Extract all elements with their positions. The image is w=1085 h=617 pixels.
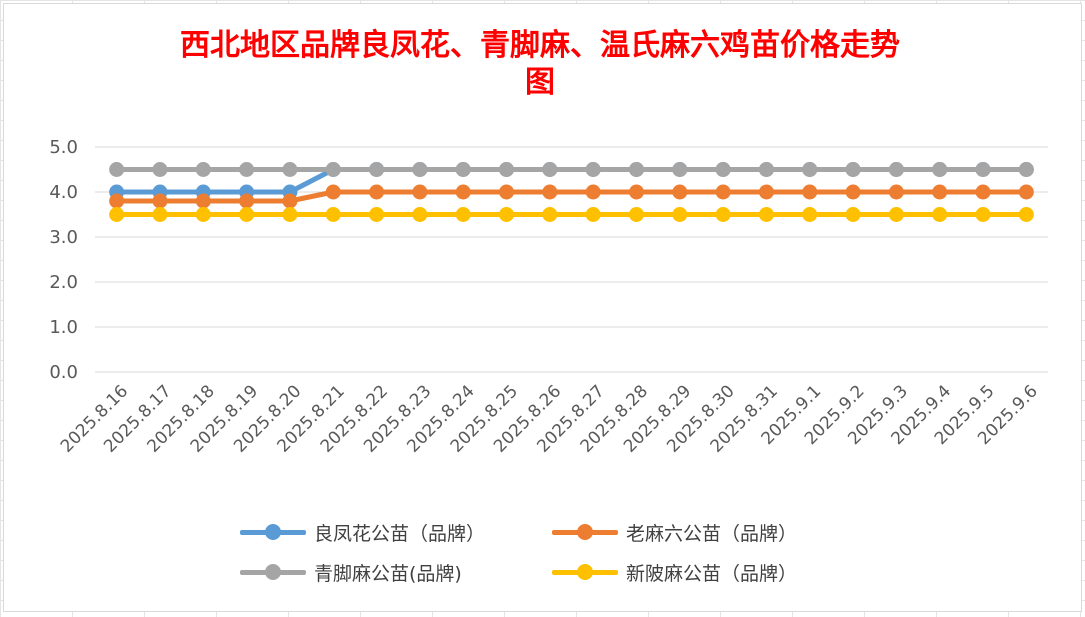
chart-area[interactable] — [3, 3, 1082, 612]
data-point — [845, 207, 861, 222]
data-point — [412, 207, 428, 222]
data-point — [628, 184, 644, 200]
series-line — [109, 162, 1034, 177]
series-line — [109, 207, 1034, 222]
data-point — [195, 193, 211, 209]
data-point — [802, 162, 818, 177]
data-point — [672, 162, 688, 177]
series-path — [114, 189, 1029, 204]
data-point — [542, 162, 558, 177]
gridlines — [95, 146, 1048, 373]
legend-label: 老麻六公苗（品牌） — [626, 522, 798, 545]
data-point — [845, 162, 861, 177]
data-point — [672, 207, 688, 222]
data-point — [932, 184, 948, 200]
data-point — [499, 207, 515, 222]
legend-item[interactable]: 老麻六公苗（品牌） — [552, 512, 797, 552]
data-point — [758, 162, 774, 177]
data-point — [499, 162, 515, 177]
y-tick-label: 1.0 — [49, 317, 78, 338]
data-point — [888, 207, 904, 222]
legend-swatch — [240, 562, 306, 582]
legend-swatch — [552, 562, 618, 582]
data-point — [282, 207, 298, 222]
data-point — [888, 184, 904, 200]
legend-item[interactable]: 新陂麻公苗（品牌） — [552, 552, 797, 592]
data-point — [1018, 207, 1034, 222]
y-tick-label: 2.0 — [49, 272, 78, 293]
data-point — [325, 207, 341, 222]
y-tick-label: 5.0 — [49, 137, 78, 158]
data-point — [585, 207, 601, 222]
data-point — [282, 193, 298, 209]
chart-title-line-2: 图 — [525, 65, 555, 100]
legend-swatch — [240, 522, 306, 542]
data-point — [802, 207, 818, 222]
data-point — [975, 207, 991, 222]
legend-label: 青脚麻公苗(品牌) — [314, 562, 462, 585]
data-point — [585, 184, 601, 200]
data-point — [455, 207, 471, 222]
data-point — [369, 207, 385, 222]
y-tick-label: 0.0 — [49, 362, 78, 383]
y-tick-label: 4.0 — [49, 182, 78, 203]
data-point — [975, 162, 991, 177]
data-point — [282, 162, 298, 177]
data-point — [758, 207, 774, 222]
data-point — [412, 184, 428, 200]
data-point — [542, 207, 558, 222]
data-point — [628, 207, 644, 222]
data-point — [585, 162, 601, 177]
data-point — [542, 184, 558, 200]
data-point — [369, 162, 385, 177]
data-point — [888, 162, 904, 177]
data-point — [325, 162, 341, 177]
data-point — [932, 162, 948, 177]
data-point — [715, 162, 731, 177]
legend-label: 良凤花公苗（品牌） — [314, 522, 486, 545]
data-point — [715, 207, 731, 222]
data-point — [412, 162, 428, 177]
x-axis-ticks: 2025.8.162025.8.172025.8.182025.8.192025… — [57, 381, 1042, 456]
series-group — [109, 162, 1034, 222]
data-point — [758, 184, 774, 200]
data-point — [455, 184, 471, 200]
data-point — [195, 207, 211, 222]
data-point — [239, 207, 255, 222]
data-point — [369, 184, 385, 200]
y-tick-label: 3.0 — [49, 227, 78, 248]
data-point — [499, 184, 515, 200]
chart-title: 西北地区品牌良凤花、青脚麻、温氏麻六鸡苗价格走势 图 — [120, 27, 960, 101]
data-point — [239, 193, 255, 209]
data-point — [109, 207, 125, 222]
data-point — [715, 184, 731, 200]
data-point — [195, 162, 211, 177]
data-point — [975, 184, 991, 200]
y-axis-ticks: 0.0 1.0 2.0 3.0 4.0 5.0 — [49, 137, 78, 383]
data-point — [455, 162, 471, 177]
legend-item[interactable]: 青脚麻公苗(品牌) — [240, 552, 462, 592]
data-point — [152, 162, 168, 177]
legend-swatch — [552, 522, 618, 542]
data-point — [152, 193, 168, 209]
data-point — [845, 184, 861, 200]
data-point — [932, 207, 948, 222]
legend-item[interactable]: 良凤花公苗（品牌） — [240, 512, 485, 552]
data-point — [152, 207, 168, 222]
data-point — [802, 184, 818, 200]
data-point — [109, 193, 125, 209]
data-point — [1018, 184, 1034, 200]
data-point — [109, 162, 125, 177]
series-line — [109, 184, 1034, 209]
data-point — [1018, 162, 1034, 177]
data-point — [628, 162, 644, 177]
data-point — [325, 184, 341, 200]
data-point — [672, 184, 688, 200]
data-point — [239, 162, 255, 177]
chart-title-line-1: 西北地区品牌良凤花、青脚麻、温氏麻六鸡苗价格走势 — [180, 28, 900, 63]
legend-label: 新陂麻公苗（品牌） — [626, 562, 798, 585]
